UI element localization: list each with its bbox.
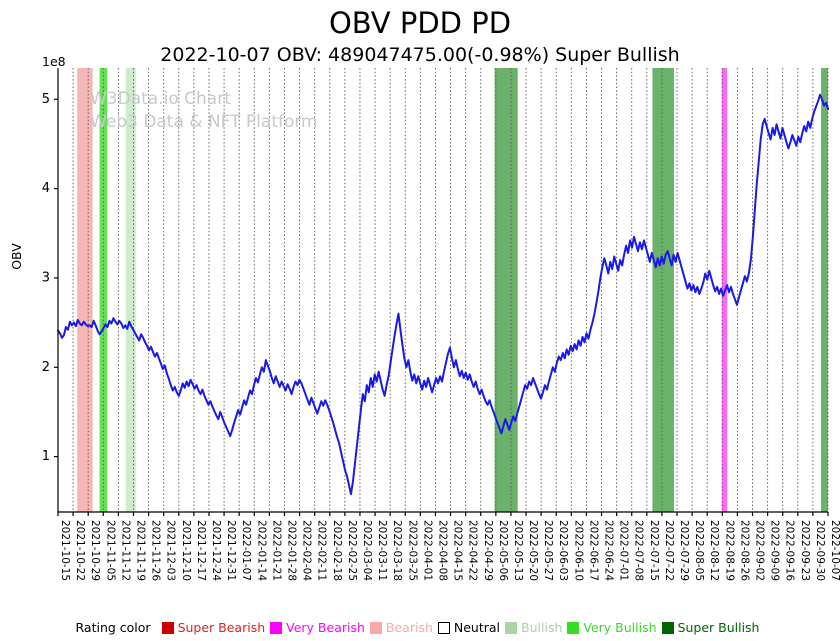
x-tick-label: 2022-04-15 bbox=[452, 520, 464, 581]
rating-band bbox=[494, 68, 518, 512]
x-tick-label: 2021-12-17 bbox=[195, 520, 207, 581]
legend-swatch bbox=[567, 621, 580, 634]
x-tick-label: 2022-04-01 bbox=[421, 520, 433, 581]
legend-label: Bearish bbox=[385, 620, 433, 635]
x-tick-label: 2021-11-19 bbox=[134, 520, 146, 581]
x-tick-label: 2022-05-27 bbox=[542, 520, 554, 581]
x-tick-label: 2022-09-16 bbox=[784, 520, 796, 581]
rating-band bbox=[821, 68, 828, 512]
chart-subtitle: 2022-10-07 OBV: 489047475.00(-0.98%) Sup… bbox=[160, 44, 680, 66]
x-tick-label: 2022-07-29 bbox=[678, 520, 690, 581]
x-tick-label: 2022-03-18 bbox=[391, 520, 403, 581]
y-tick-label: 4 bbox=[42, 181, 50, 196]
legend-item: Very Bullish bbox=[567, 620, 657, 635]
x-tick-label: 2021-12-03 bbox=[165, 520, 177, 581]
y-axis-offset-text: 1e8 bbox=[42, 54, 66, 69]
x-tick-label: 2022-05-13 bbox=[512, 520, 524, 581]
watermark-line-1: W3Data.io Chart bbox=[90, 89, 231, 109]
legend-label: Neutral bbox=[453, 620, 501, 635]
legend-label: Super Bearish bbox=[177, 620, 266, 635]
legend-swatch bbox=[505, 621, 518, 634]
legend-swatch bbox=[161, 621, 174, 634]
plot-background bbox=[58, 68, 828, 512]
x-tick-label: 2022-01-14 bbox=[255, 520, 267, 581]
x-tick-label: 2022-07-01 bbox=[618, 520, 630, 581]
x-tick-label: 2022-07-08 bbox=[633, 520, 645, 581]
x-tick-label: 2021-10-15 bbox=[59, 520, 71, 581]
x-tick-label: 2022-05-06 bbox=[497, 520, 509, 581]
x-tick-label: 2022-09-09 bbox=[769, 520, 781, 581]
legend-item: Neutral bbox=[437, 620, 501, 635]
rating-band bbox=[652, 68, 674, 512]
x-tick-label: 2022-02-18 bbox=[331, 520, 343, 581]
x-tick-label: 2022-08-19 bbox=[723, 520, 735, 581]
x-tick-label: 2022-06-10 bbox=[572, 520, 584, 581]
x-tick-label: 2022-02-25 bbox=[346, 520, 358, 581]
legend-label: Very Bullish bbox=[583, 620, 657, 635]
x-tick-label: 2022-06-17 bbox=[587, 520, 599, 581]
x-tick-label: 2022-03-04 bbox=[361, 520, 373, 581]
x-tick-label: 2021-10-22 bbox=[74, 520, 86, 581]
x-tick-label: 2022-08-12 bbox=[708, 520, 720, 581]
x-tick-label: 2022-01-07 bbox=[240, 520, 252, 581]
x-tick-label: 2022-03-25 bbox=[406, 520, 418, 581]
legend-item: Bearish bbox=[369, 620, 433, 635]
x-tick-label: 2021-11-05 bbox=[104, 520, 116, 581]
x-tick-label: 2022-07-15 bbox=[648, 520, 660, 581]
x-tick-label: 2021-12-24 bbox=[210, 520, 222, 581]
x-tick-label: 2022-10-07 bbox=[829, 520, 840, 581]
x-tick-label: 2021-11-26 bbox=[150, 520, 162, 581]
obv-line-series bbox=[57, 93, 829, 496]
x-tick-label: 2021-12-31 bbox=[225, 520, 237, 581]
legend-label: Bullish bbox=[521, 620, 563, 635]
x-tick-label: 2022-09-23 bbox=[799, 520, 811, 581]
x-tick-label: 2022-04-08 bbox=[436, 520, 448, 581]
x-tick-label: 2022-04-22 bbox=[467, 520, 479, 581]
rating-band bbox=[77, 68, 93, 512]
x-tick-label: 2022-01-21 bbox=[270, 520, 282, 581]
legend-title: Rating color bbox=[75, 620, 151, 635]
x-tick-label: 2022-05-20 bbox=[527, 520, 539, 581]
legend-swatch bbox=[369, 621, 382, 634]
x-tick-label: 2022-08-26 bbox=[738, 520, 750, 581]
legend-item: Bullish bbox=[505, 620, 562, 635]
x-tick-label: 2021-12-10 bbox=[180, 520, 192, 581]
x-tick-label: 2021-11-12 bbox=[119, 520, 131, 581]
rating-color-legend: Rating color Super Bearish Very Bearish Be… bbox=[0, 620, 840, 635]
x-tick-label: 2022-09-02 bbox=[754, 520, 766, 581]
watermark-line-2: Web3 Data & NFT Platform bbox=[90, 112, 318, 132]
x-tick-label: 2022-07-22 bbox=[663, 520, 675, 581]
legend-swatch bbox=[661, 621, 674, 634]
legend-swatch bbox=[437, 621, 450, 634]
x-tick-label: 2022-06-03 bbox=[557, 520, 569, 581]
page-title: OBV PDD PD bbox=[328, 6, 512, 40]
y-tick-label: 1 bbox=[42, 449, 50, 464]
x-tick-label: 2022-01-28 bbox=[285, 520, 297, 581]
x-tick-label: 2022-09-30 bbox=[814, 520, 826, 581]
y-tick-label: 3 bbox=[42, 270, 50, 285]
y-tick-label: 2 bbox=[42, 360, 50, 375]
legend-label: Super Bullish bbox=[677, 620, 760, 635]
legend-swatch bbox=[270, 621, 283, 634]
x-tick-label: 2022-08-05 bbox=[693, 520, 705, 581]
legend-label: Very Bearish bbox=[286, 620, 365, 635]
y-tick-label: 5 bbox=[42, 92, 50, 107]
legend-item: Very Bearish bbox=[270, 620, 365, 635]
x-tick-label: 2021-10-29 bbox=[89, 520, 101, 581]
x-tick-label: 2022-06-24 bbox=[603, 520, 615, 581]
x-tick-label: 2022-02-04 bbox=[301, 520, 313, 581]
x-tick-label: 2022-02-11 bbox=[316, 520, 328, 581]
x-tick-label: 2022-04-29 bbox=[482, 520, 494, 581]
legend-item: Super Bearish bbox=[161, 620, 266, 635]
x-tick-label: 2022-03-11 bbox=[376, 520, 388, 581]
rating-band bbox=[125, 68, 136, 512]
legend-item: Super Bullish bbox=[661, 620, 760, 635]
